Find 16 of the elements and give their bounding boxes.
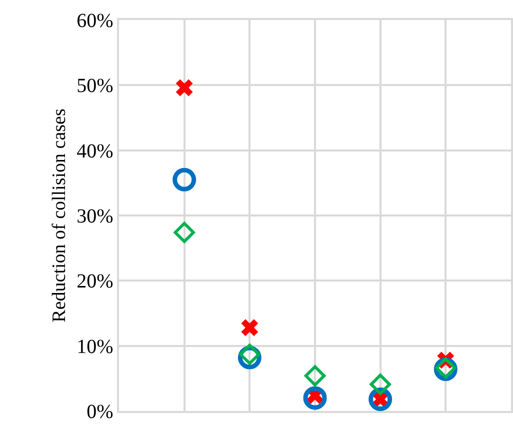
y-tick-label: 40% bbox=[76, 140, 114, 162]
point bbox=[174, 222, 195, 244]
point bbox=[304, 365, 326, 386]
y-tick-label: 30% bbox=[76, 206, 114, 228]
point bbox=[370, 374, 391, 395]
y-tick-label: 60% bbox=[76, 10, 114, 32]
point bbox=[172, 168, 196, 192]
y-tick-label: 50% bbox=[76, 75, 114, 98]
y-tick-label: 10% bbox=[76, 336, 114, 358]
point bbox=[239, 344, 260, 365]
y-tick-label: 20% bbox=[76, 270, 114, 293]
point bbox=[241, 319, 258, 336]
point bbox=[176, 79, 193, 96]
y-tick-label: 0% bbox=[86, 401, 114, 423]
y-axis-title: Reduction of collision cases bbox=[48, 108, 70, 322]
point bbox=[303, 386, 327, 410]
